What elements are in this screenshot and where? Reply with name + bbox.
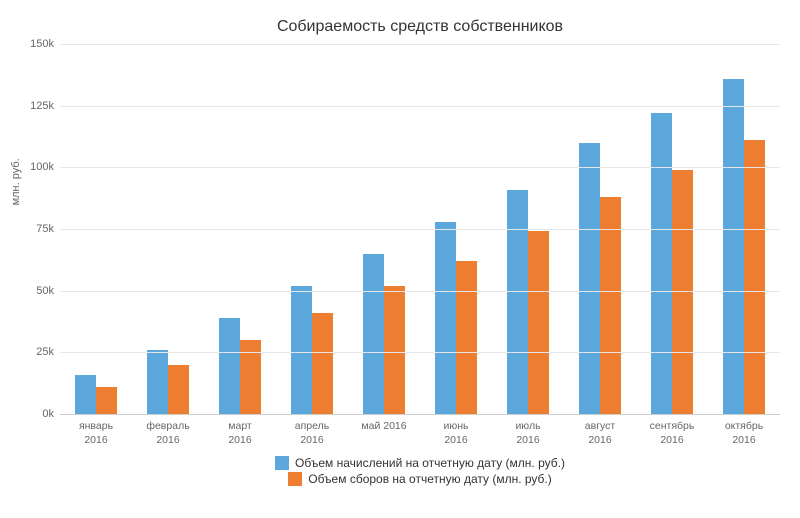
x-tick-label: февраль 2016 bbox=[146, 414, 189, 447]
bar bbox=[240, 340, 261, 414]
legend-item: Объем начислений на отчетную дату (млн. … bbox=[275, 456, 565, 470]
bar bbox=[435, 222, 456, 414]
x-tick-label: январь 2016 bbox=[79, 414, 113, 447]
bar bbox=[723, 79, 744, 414]
grid-line bbox=[60, 414, 780, 415]
bar bbox=[219, 318, 240, 414]
grid-line bbox=[60, 44, 780, 45]
x-tick-label: июль 2016 bbox=[515, 414, 540, 447]
legend-label: Объем начислений на отчетную дату (млн. … bbox=[295, 456, 565, 470]
bar bbox=[168, 365, 189, 414]
grid-line bbox=[60, 352, 780, 353]
legend-swatch bbox=[288, 472, 302, 486]
grid-line bbox=[60, 167, 780, 168]
bar bbox=[363, 254, 384, 414]
grid-line bbox=[60, 229, 780, 230]
y-axis-label: млн. руб. bbox=[10, 158, 22, 205]
bar bbox=[147, 350, 168, 414]
chart-container: Собираемость средств собственников млн. … bbox=[0, 0, 800, 518]
bar bbox=[507, 190, 528, 414]
bar bbox=[456, 261, 477, 414]
grid-line bbox=[60, 291, 780, 292]
x-tick-label: май 2016 bbox=[361, 414, 406, 434]
legend-item: Объем сборов на отчетную дату (млн. руб.… bbox=[288, 472, 552, 486]
bar bbox=[75, 375, 96, 414]
x-tick-label: март 2016 bbox=[228, 414, 251, 447]
y-tick-label: 150k bbox=[30, 38, 60, 50]
legend-label: Объем сборов на отчетную дату (млн. руб.… bbox=[308, 472, 552, 486]
y-tick-label: 50k bbox=[36, 285, 60, 297]
x-tick-label: октябрь 2016 bbox=[725, 414, 763, 447]
y-tick-label: 0k bbox=[42, 408, 60, 420]
x-tick-label: сентябрь 2016 bbox=[650, 414, 695, 447]
bar bbox=[291, 286, 312, 414]
y-tick-label: 125k bbox=[30, 100, 60, 112]
bar bbox=[651, 113, 672, 414]
bar bbox=[579, 143, 600, 414]
y-tick-label: 100k bbox=[30, 161, 60, 173]
bar bbox=[384, 286, 405, 414]
grid-line bbox=[60, 106, 780, 107]
legend: Объем начислений на отчетную дату (млн. … bbox=[60, 456, 780, 486]
bar bbox=[528, 231, 549, 414]
x-tick-label: август 2016 bbox=[585, 414, 615, 447]
legend-swatch bbox=[275, 456, 289, 470]
y-tick-label: 25k bbox=[36, 346, 60, 358]
x-tick-label: июнь 2016 bbox=[443, 414, 468, 447]
bar bbox=[312, 313, 333, 414]
x-tick-label: апрель 2016 bbox=[295, 414, 329, 447]
y-tick-label: 75k bbox=[36, 223, 60, 235]
chart-title: Собираемость средств собственников bbox=[60, 18, 780, 36]
bar bbox=[672, 170, 693, 414]
plot-area: млн. руб. январь 2016февраль 2016март 20… bbox=[60, 44, 780, 414]
bar bbox=[96, 387, 117, 414]
bar bbox=[744, 140, 765, 414]
